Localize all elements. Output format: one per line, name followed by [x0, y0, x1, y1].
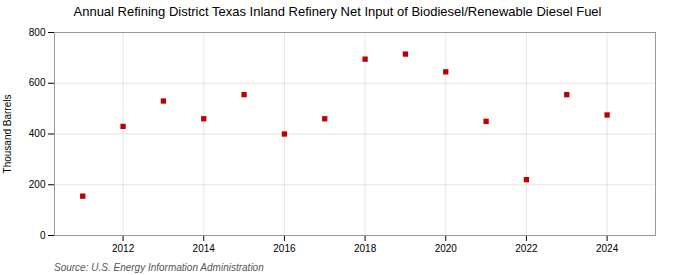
- svg-text:2012: 2012: [112, 243, 135, 254]
- svg-text:2022: 2022: [515, 243, 538, 254]
- svg-text:Thousand Barrels: Thousand Barrels: [2, 95, 13, 174]
- svg-text:600: 600: [29, 77, 46, 88]
- svg-text:2014: 2014: [193, 243, 216, 254]
- svg-text:400: 400: [29, 128, 46, 139]
- svg-text:2024: 2024: [596, 243, 619, 254]
- html-text:Source: U.S. Energy Informatio: Source: U.S. Energy Information Administ…: [54, 262, 264, 273]
- svg-text:2018: 2018: [354, 243, 377, 254]
- svg-text:800: 800: [29, 27, 46, 38]
- html-text:Annual Refining District Texas: Annual Refining District Texas Inland Re…: [73, 4, 602, 19]
- svg-text:2020: 2020: [435, 243, 458, 254]
- svg-text:2016: 2016: [273, 243, 296, 254]
- svg-text:0: 0: [40, 230, 46, 241]
- svg-text:200: 200: [29, 179, 46, 190]
